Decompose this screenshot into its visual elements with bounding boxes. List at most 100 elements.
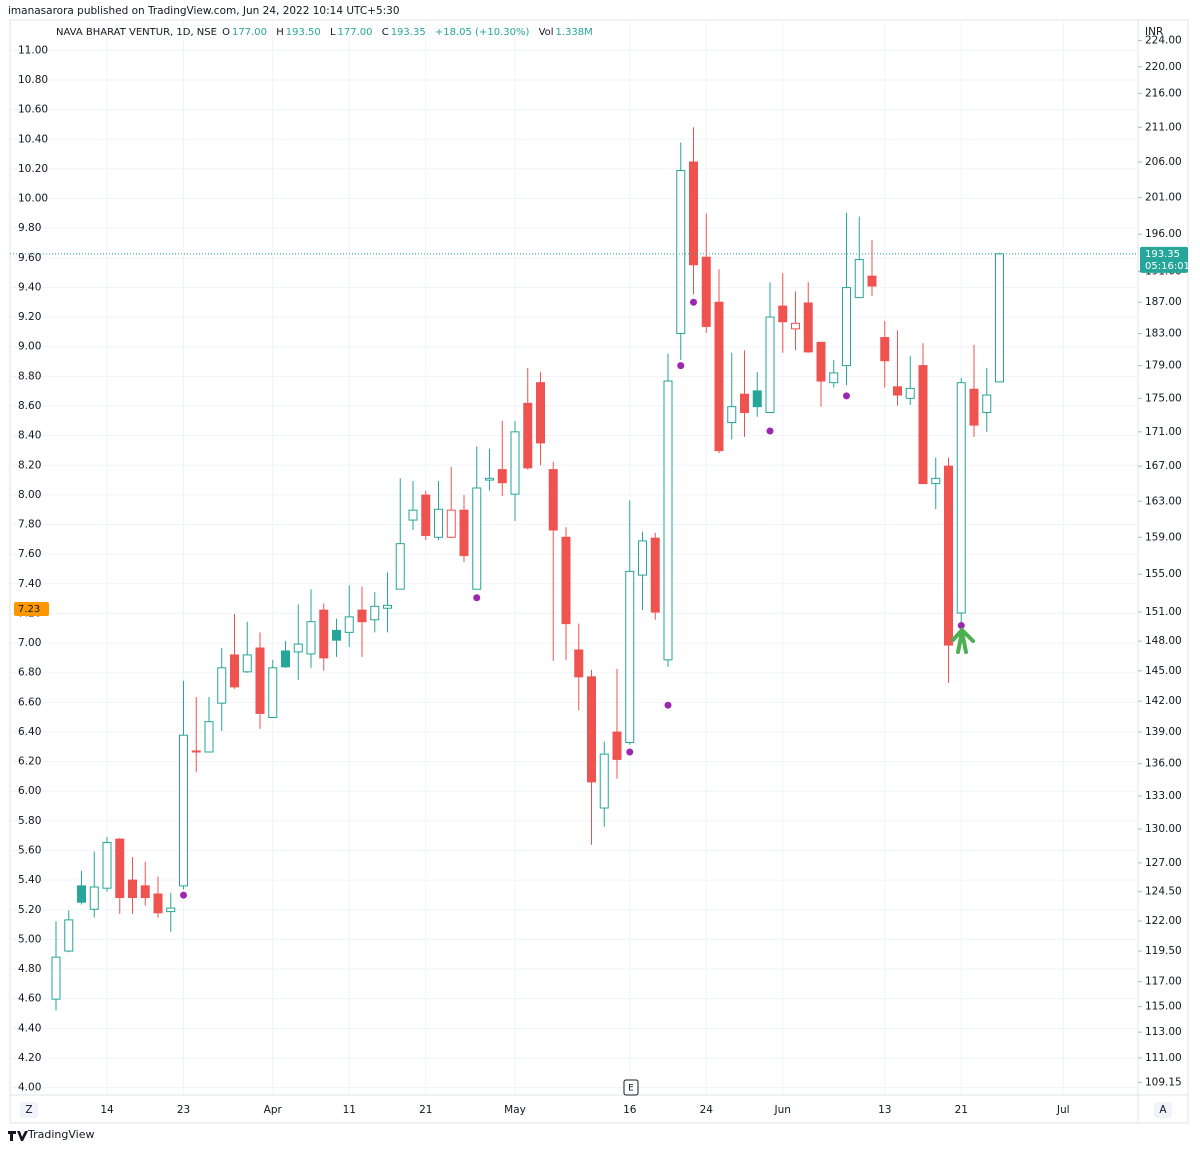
- y2-tick-label: 7.00: [18, 637, 41, 649]
- candle-body: [536, 382, 545, 444]
- y-tick-label: 187.00: [1145, 296, 1182, 308]
- y2-tick-label: 6.00: [18, 785, 41, 797]
- y-tick-label: 151.00: [1145, 606, 1182, 618]
- symbol: NAVA BHARAT VENTUR, 1D, NSE: [56, 27, 217, 38]
- y-tick-label: 122.00: [1145, 915, 1182, 927]
- y2-tick-label: 6.40: [18, 726, 41, 738]
- zoom-button-label[interactable]: Z: [25, 1104, 32, 1116]
- candle-body: [51, 956, 61, 1000]
- y2-tick-label: 5.20: [18, 904, 41, 916]
- candle-body: [64, 919, 74, 952]
- countdown-label: 05:16:01: [1145, 261, 1190, 272]
- y2-tick-label: 4.20: [18, 1052, 41, 1064]
- y-tick-label: 111.00: [1145, 1052, 1182, 1064]
- x-tick-label: 24: [700, 1104, 714, 1116]
- legend: NAVA BHARAT VENTUR, 1D, NSE O 177.00 H 193…: [56, 27, 599, 38]
- x-tick-label: 21: [419, 1104, 432, 1116]
- y2-tick-label: 8.80: [18, 370, 41, 382]
- y-tick-label: 145.00: [1145, 665, 1182, 677]
- y2-marker-box: [14, 601, 49, 616]
- y2-tick-label: 5.00: [18, 933, 41, 945]
- y-tick-label: 196.00: [1145, 228, 1182, 240]
- candle-body: [370, 605, 380, 621]
- candle-body: [867, 275, 877, 287]
- y-tick-label: 115.00: [1145, 1001, 1182, 1013]
- ohlc-value: 177.00: [232, 27, 268, 38]
- candle-body: [383, 604, 392, 609]
- candle-body: [752, 390, 762, 408]
- y-tick-label: 133.00: [1145, 790, 1182, 802]
- y-tick-label: 136.00: [1145, 758, 1182, 770]
- y-tick-label: 148.00: [1145, 635, 1182, 647]
- y2-tick-label: 9.20: [18, 311, 41, 323]
- candle-body: [829, 372, 839, 384]
- y-tick-label: 220.00: [1145, 61, 1182, 73]
- candle-body: [918, 365, 928, 485]
- candle-body: [446, 509, 456, 538]
- price-label: 193.35: [1145, 249, 1180, 260]
- candle-body: [497, 469, 507, 484]
- candle-body: [574, 649, 584, 678]
- ohlc-value: 177.00: [337, 27, 373, 38]
- candle-body: [893, 386, 902, 396]
- y2-tick-label: 9.60: [18, 252, 41, 264]
- y2-tick-label: 5.80: [18, 815, 41, 827]
- signal-dot: [957, 622, 965, 630]
- ohlc-label: C: [381, 27, 389, 38]
- candle-body: [395, 543, 405, 590]
- currency-label: INR: [1145, 26, 1163, 38]
- ohlc-label: H: [276, 27, 284, 38]
- signal-dot: [843, 392, 850, 400]
- candle-body: [931, 477, 941, 485]
- candle-body: [650, 537, 660, 613]
- candle-body: [408, 509, 418, 521]
- candle-body: [880, 337, 890, 362]
- x-tick-label: May: [504, 1104, 526, 1116]
- y-tick-label: 171.00: [1145, 426, 1182, 438]
- x-tick-label: 16: [623, 1104, 637, 1116]
- candle-body: [268, 667, 278, 719]
- event-marker[interactable]: [623, 1079, 639, 1096]
- candle-body: [714, 301, 724, 452]
- ohlc-value: 193.35: [390, 27, 426, 38]
- signal-dot: [664, 701, 672, 709]
- event-marker-label[interactable]: E: [628, 1084, 634, 1094]
- candle-body: [153, 893, 163, 914]
- y2-tick-label: 6.80: [18, 667, 41, 679]
- y2-tick-label: 10.80: [18, 74, 48, 86]
- candle-body: [676, 169, 686, 335]
- candle-body: [995, 253, 1004, 383]
- candle-body: [217, 667, 227, 704]
- candle-body: [102, 841, 112, 889]
- candle-body: [740, 393, 749, 413]
- change: +18.05 (+10.30%): [434, 27, 530, 38]
- candle-body: [510, 431, 520, 495]
- price-label-box: [1140, 246, 1188, 273]
- candle-body: [638, 540, 647, 576]
- y2-tick-label: 7.40: [18, 578, 41, 590]
- volume: 1.338M: [555, 27, 593, 38]
- candle-body: [803, 302, 813, 353]
- candle-body: [166, 907, 176, 913]
- publish-info: imanasarora published on TradingView.com…: [8, 5, 400, 17]
- candle-body: [332, 629, 341, 641]
- candle-body: [459, 509, 469, 557]
- candle-body: [191, 750, 201, 753]
- candle-body: [727, 406, 737, 424]
- auto-button-label[interactable]: A: [1159, 1104, 1167, 1116]
- y2-tick-label: 6.60: [18, 696, 41, 708]
- candle-body: [344, 616, 354, 633]
- candle-body: [128, 879, 137, 899]
- y2-tick-label: 10.20: [18, 163, 48, 175]
- zoom-button[interactable]: [20, 1102, 38, 1118]
- auto-button[interactable]: [1154, 1102, 1172, 1118]
- y-tick-label: 113.00: [1145, 1026, 1182, 1038]
- y2-tick-label: 7.80: [18, 519, 41, 531]
- x-tick-label: Apr: [264, 1104, 283, 1116]
- y-tick-label: 167.00: [1145, 460, 1182, 472]
- candle-body: [472, 487, 482, 590]
- y-tick-label: 124.50: [1145, 886, 1182, 898]
- candle-body: [854, 258, 864, 299]
- y2-tick-label: 4.60: [18, 993, 41, 1005]
